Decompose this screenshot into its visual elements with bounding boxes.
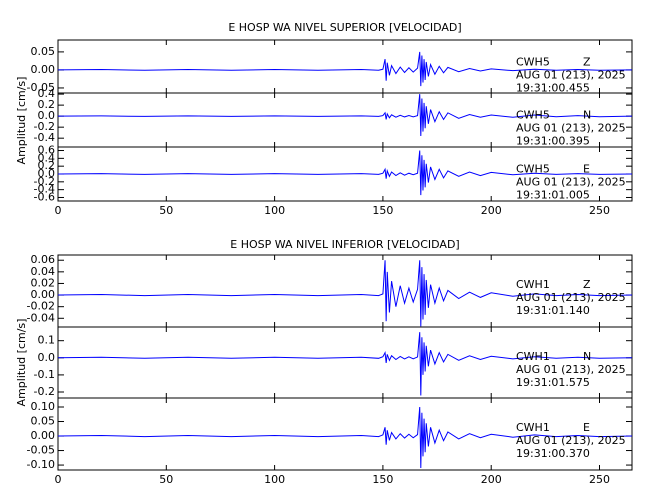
y-tick-label: 0.05 [31, 45, 56, 58]
waveform [57, 94, 633, 136]
time-label: 19:31:01.005 [516, 189, 590, 202]
x-tick-label: 0 [55, 473, 62, 486]
waveform [57, 150, 633, 196]
station-label: CWH1 [516, 350, 550, 363]
x-tick-label: 0 [55, 204, 62, 217]
x-tick-label: 150 [372, 473, 393, 486]
x-tick-label: 250 [589, 204, 610, 217]
station-label: CWH5 [516, 55, 550, 68]
date-label: AUG 01 (213), 2025 [516, 68, 626, 81]
x-tick-label: 50 [159, 204, 173, 217]
date-label: AUG 01 (213), 2025 [516, 122, 626, 135]
station-label: CWH5 [516, 163, 550, 176]
x-tick-label: 100 [264, 473, 285, 486]
component-label: N [583, 109, 591, 122]
component-label: E [583, 421, 590, 434]
y-tick-label: 0.1 [38, 334, 56, 347]
x-tick-label: 200 [481, 204, 502, 217]
waveform [57, 51, 633, 87]
y-tick-label: -0.6 [34, 190, 55, 203]
x-tick-label: 150 [372, 204, 393, 217]
y-tick-label: -0.4 [34, 183, 55, 196]
y-tick-label: 0.6 [38, 144, 56, 157]
station-label: CWH5 [516, 109, 550, 122]
y-tick-label: 0.00 [31, 429, 56, 442]
y-tick-label: 0.0 [38, 109, 56, 122]
y-tick-label: -0.2 [34, 385, 55, 398]
x-tick-label: 100 [264, 204, 285, 217]
y-tick-label: -0.04 [27, 311, 55, 324]
y-axis-label: Amplitud [cm/s] [15, 77, 28, 165]
y-tick-label: 0.0 [38, 351, 56, 364]
y-tick-label: -0.05 [27, 81, 55, 94]
time-label: 19:31:00.395 [516, 135, 590, 148]
panel-frame [57, 397, 633, 471]
station-label: CWH1 [516, 421, 550, 434]
component-label: Z [583, 278, 591, 291]
y-tick-label: 0.06 [31, 253, 56, 266]
y-tick-label: 0.10 [31, 400, 56, 413]
y-tick-label: 0.4 [38, 87, 56, 100]
y-tick-label: 0.02 [31, 276, 56, 289]
x-tick-label: 200 [481, 473, 502, 486]
x-tick-label: 50 [159, 473, 173, 486]
chart-title: E HOSP WA NIVEL INFERIOR [VELOCIDAD] [230, 238, 459, 251]
y-axis-label: Amplitud [cm/s] [15, 319, 28, 407]
date-label: AUG 01 (213), 2025 [516, 291, 626, 304]
y-tick-label: -0.05 [27, 444, 55, 457]
y-tick-label: -0.10 [27, 458, 55, 471]
y-tick-label: 0.00 [31, 63, 56, 76]
date-label: AUG 01 (213), 2025 [516, 434, 626, 447]
y-tick-label: -0.4 [34, 131, 55, 144]
y-tick-label: -0.1 [34, 368, 55, 381]
waveform [57, 260, 633, 327]
y-tick-label: 0.0 [38, 167, 56, 180]
component-label: E [583, 163, 590, 176]
chart-title: E HOSP WA NIVEL SUPERIOR [VELOCIDAD] [228, 21, 461, 34]
waveform [57, 406, 633, 468]
x-tick-label: 250 [589, 473, 610, 486]
y-tick-label: 0.00 [31, 288, 56, 301]
y-tick-label: 0.2 [38, 159, 56, 172]
component-label: N [583, 350, 591, 363]
time-label: 19:31:00.455 [516, 81, 590, 94]
date-label: AUG 01 (213), 2025 [516, 363, 626, 376]
time-label: 19:31:01.575 [516, 376, 590, 389]
date-label: AUG 01 (213), 2025 [516, 176, 626, 189]
y-tick-label: 0.04 [31, 265, 56, 278]
y-tick-label: -0.2 [34, 175, 55, 188]
time-label: 19:31:00.370 [516, 447, 590, 460]
time-label: 19:31:01.140 [516, 304, 590, 317]
component-label: Z [583, 55, 591, 68]
y-tick-label: -0.02 [27, 300, 55, 313]
y-tick-label: 0.4 [38, 151, 56, 164]
waveform [57, 332, 633, 396]
y-tick-label: 0.2 [38, 98, 56, 111]
y-tick-label: -0.2 [34, 120, 55, 133]
station-label: CWH1 [516, 278, 550, 291]
y-tick-label: 0.05 [31, 415, 56, 428]
